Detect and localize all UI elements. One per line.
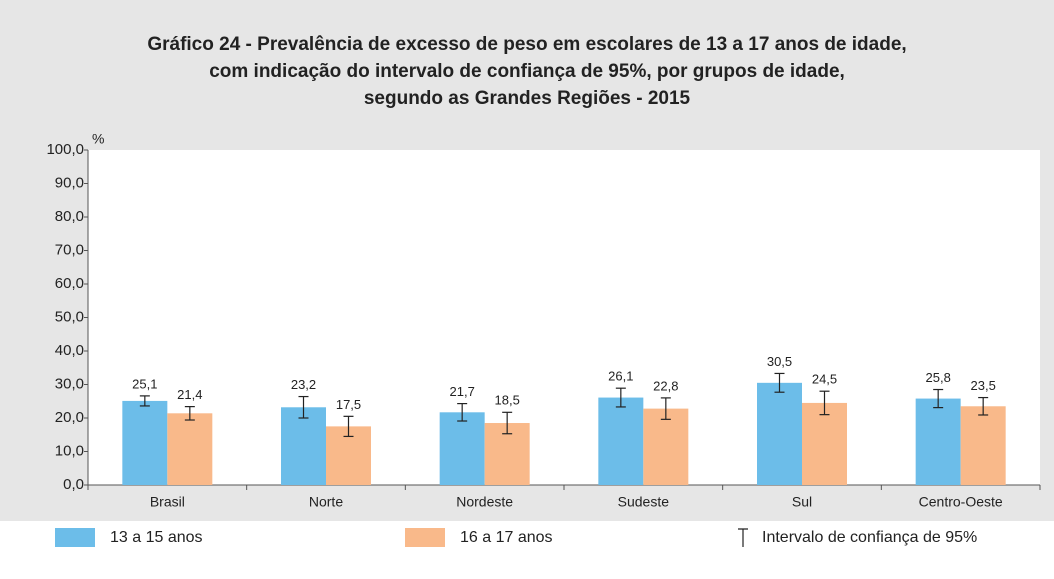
x-tick-label: Sul [792,494,812,510]
value-label: 22,8 [653,378,678,393]
error-bar [660,397,671,420]
value-label: 25,8 [926,370,951,385]
legend-label: Intervalo de confiança de 95% [762,529,977,546]
y-tick-label: 30,0 [55,375,84,392]
y-tick-label: 60,0 [55,275,84,292]
y-axis-label: % [92,131,104,147]
error-bar [139,395,150,407]
x-tick-label: Brasil [150,494,185,510]
error-bar [933,388,944,409]
value-label: 21,7 [450,384,475,399]
value-label: 26,1 [608,369,633,384]
bar [757,382,802,485]
legend-swatch [405,528,445,547]
y-tick-label: 70,0 [55,241,84,258]
value-label: 18,5 [495,393,520,408]
value-label: 21,4 [177,387,202,402]
chart-title: com indicação do intervalo de confiança … [209,61,845,82]
chart-title: Gráfico 24 - Prevalência de excesso de p… [147,34,906,55]
error-bar [184,406,195,421]
bar [439,412,485,485]
error-bar [457,402,468,422]
y-tick-label: 90,0 [55,174,84,191]
bar [281,407,326,485]
value-label: 24,5 [812,372,837,387]
y-tick-label: 80,0 [55,208,84,225]
error-bar [978,396,989,416]
value-label: 23,2 [291,377,316,392]
bar [802,402,847,485]
y-tick-label: 100,0 [46,141,84,158]
legend-label: 13 a 15 anos [110,529,203,546]
bar [915,398,961,485]
error-bar [774,372,785,393]
error-bar [298,395,309,419]
value-label: 23,5 [971,378,996,393]
y-tick-label: 40,0 [55,342,84,359]
y-tick-label: 20,0 [55,409,84,426]
y-tick-label: 50,0 [55,308,84,325]
value-label: 25,1 [132,376,157,391]
legend-swatch [55,528,95,547]
error-bar [502,411,513,435]
x-tick-label: Nordeste [456,494,513,510]
plot-area [88,150,1040,485]
bar [122,400,168,485]
bar [643,408,689,485]
error-bar [615,387,626,408]
legend-label: 16 a 17 anos [460,529,553,546]
x-tick-label: Centro-Oeste [919,494,1003,510]
error-bar [343,415,354,438]
legend-error-icon [738,528,748,547]
x-tick-label: Sudeste [618,494,670,510]
bar [167,413,213,485]
error-bar [819,390,830,416]
value-label: 30,5 [767,354,792,369]
x-tick-label: Norte [309,494,343,510]
chart-title: segundo as Grandes Regiões - 2015 [364,88,691,109]
y-tick-label: 0,0 [63,476,84,493]
bar [960,406,1006,485]
value-label: 17,5 [336,397,361,412]
y-tick-label: 10,0 [55,442,84,459]
bar [598,397,644,485]
